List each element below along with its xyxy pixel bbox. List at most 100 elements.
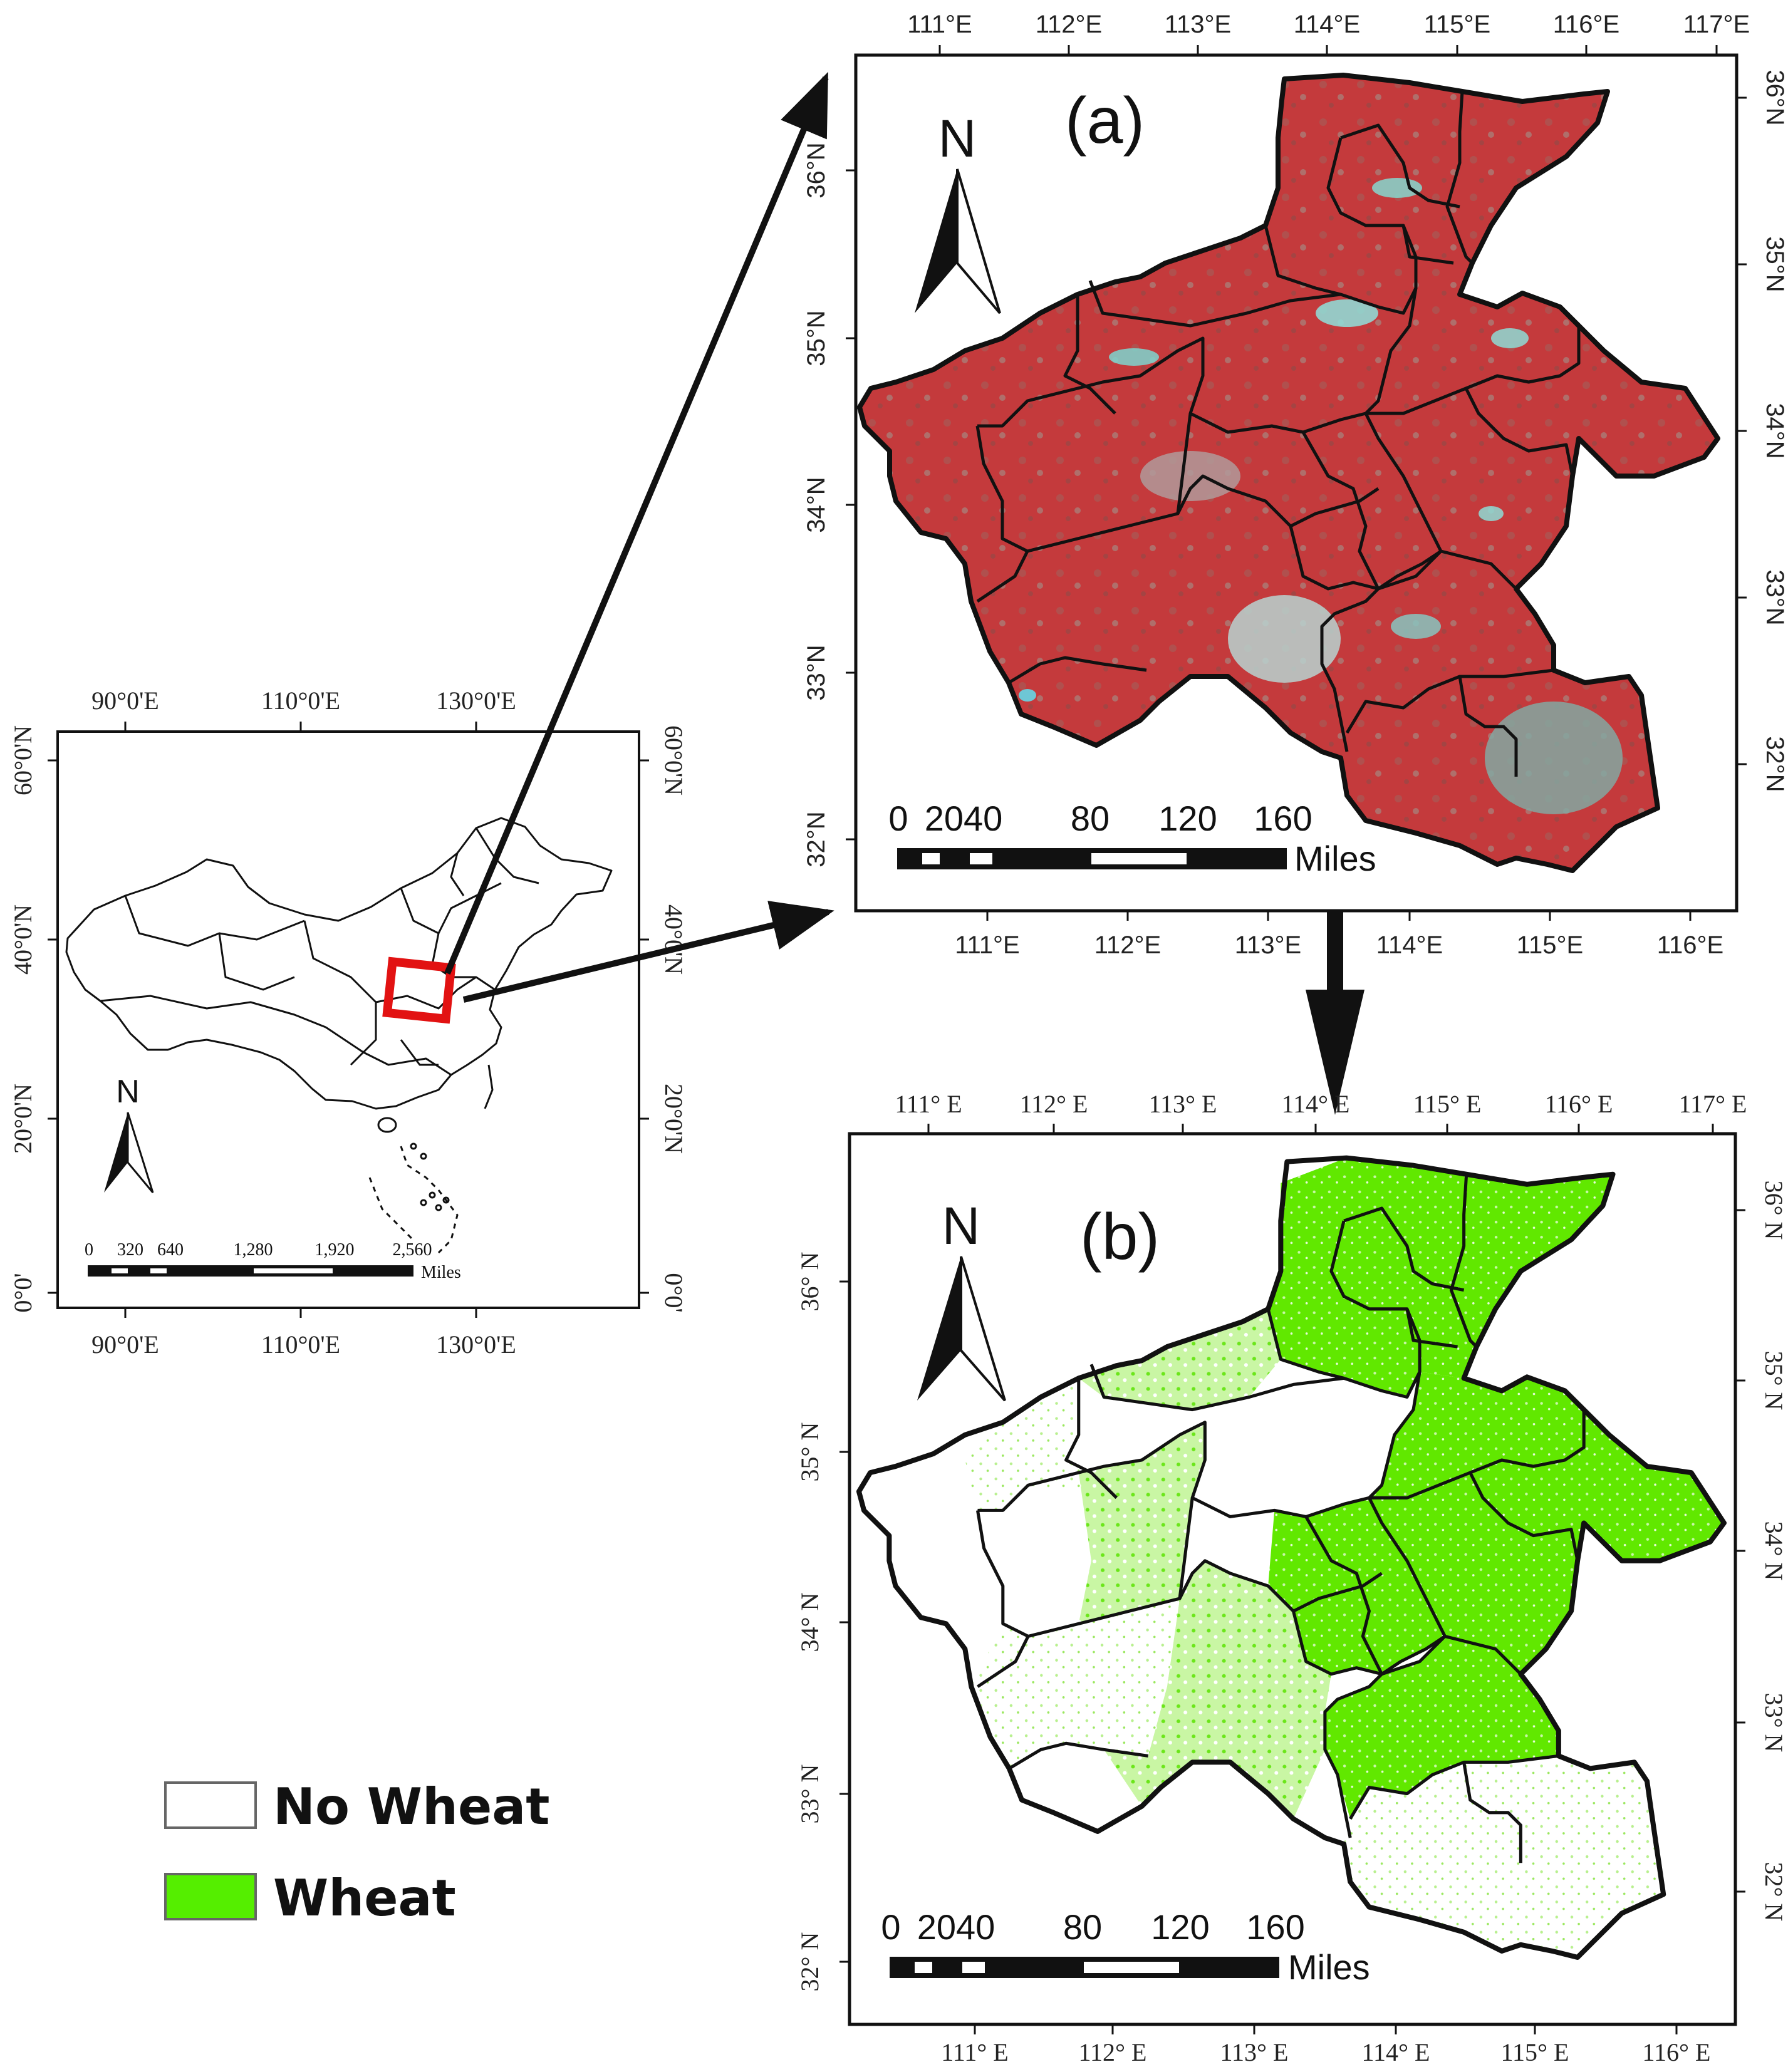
overview-scale-label: 2,560 <box>393 1240 432 1260</box>
overview-map: 90°0'E 110°0'E 130°0'E 90°0'E 110°0'E 13… <box>9 686 688 1359</box>
panel-b-left-tick: 33° N <box>796 1764 824 1824</box>
panel-a-top-tick: 116°E <box>1553 11 1619 38</box>
panel-a-scale-unit: Miles <box>1294 839 1376 878</box>
panel-b-left-tick: 32° N <box>796 1932 824 1992</box>
overview-scale-label: 0 <box>85 1240 93 1260</box>
panel-a-right-tick: 35°N <box>1761 236 1788 292</box>
panel-a-left-tick: 34°N <box>803 477 830 532</box>
panel-b-bottom-tick: 114° E <box>1362 2038 1430 2066</box>
panel-b-label: (b) <box>1080 1201 1160 1273</box>
overview-right-tick: 60°0'N <box>660 725 688 795</box>
overview-scale-label: 1,280 <box>234 1240 273 1260</box>
arrow-to-panel-a-bottom <box>462 901 834 1003</box>
panel-a-left-tick: 35°N <box>803 310 830 366</box>
overview-bottom-tick: 130°0'E <box>436 1330 516 1359</box>
arrow-to-panel-a-top <box>444 71 829 975</box>
panel-a-right-tick: 33°N <box>1761 569 1788 625</box>
panel-a-right-tick: 36°N <box>1761 70 1788 125</box>
overview-right-tick: 20°0'N <box>660 1084 688 1154</box>
panel-b-top-tick: 116° E <box>1545 1090 1613 1118</box>
panel-a-left-tick: 36°N <box>803 142 830 198</box>
connector-arrows <box>444 71 834 1003</box>
panel-b-top-tick: 117° E <box>1679 1090 1747 1118</box>
overview-top-tick: 110°0'E <box>261 686 340 715</box>
overview-north-arrow: N <box>104 1074 154 1193</box>
panel-b: 111° E 112° E 113° E 114° E 115° E 116° … <box>796 1090 1788 2066</box>
urban-patches <box>1019 178 1623 814</box>
china-outline <box>65 817 613 1110</box>
panel-a-scale-bar: 0 2040 80 120 160 Miles <box>888 799 1376 878</box>
panel-a-bottom-tick: 116°E <box>1657 931 1723 959</box>
panel-a-bottom-tick: 111°E <box>955 931 1019 959</box>
panel-b-bottom-tick: 113° E <box>1220 2038 1289 2066</box>
overview-scale-label: 1,920 <box>315 1240 355 1260</box>
legend: No Wheat Wheat <box>164 1778 549 1927</box>
panel-a-right-tick: 32°N <box>1761 736 1788 792</box>
panel-a-top-tick: 111°E <box>907 11 972 38</box>
panel-b-top-tick: 115° E <box>1413 1090 1482 1118</box>
panel-b-right-tick: 34° N <box>1760 1521 1788 1581</box>
islands <box>368 1064 494 1254</box>
panel-b-north-arrow: N <box>917 1196 1006 1402</box>
panel-a-scale-label: 160 <box>1254 799 1312 838</box>
panel-a-bottom-tick: 115°E <box>1517 931 1583 959</box>
panel-b-bottom-tick: 112° E <box>1079 2038 1147 2066</box>
legend-swatch-wheat <box>164 1873 257 1920</box>
panel-b-top-tick: 112° E <box>1020 1090 1088 1118</box>
panel-a-tick-marks <box>846 45 1747 921</box>
panel-b-top-tick: 111° E <box>895 1090 962 1118</box>
panel-b-right-tick: 33° N <box>1760 1693 1788 1753</box>
panel-b-bottom-tick: 111° E <box>941 2038 1008 2066</box>
panel-a-top-tick: 113°E <box>1165 11 1231 38</box>
overview-left-tick: 40°0'N <box>9 904 37 975</box>
panel-b-left-tick: 36° N <box>796 1252 824 1312</box>
prefecture-boundaries-a <box>975 91 1581 777</box>
panel-b-bottom-tick: 115° E <box>1501 2038 1569 2066</box>
panel-a-left-tick: 32°N <box>803 811 830 867</box>
panel-a-bottom-tick: 112°E <box>1094 931 1161 959</box>
panel-b-top-tick: 113° E <box>1149 1090 1217 1118</box>
panel-a-scale-label: 80 <box>1071 799 1110 838</box>
panel-b-right-tick: 35° N <box>1760 1351 1788 1411</box>
overview-scale-bar: 0 320 640 1,280 1,920 2,560 Miles <box>85 1240 461 1282</box>
panel-b-right-tick: 36° N <box>1760 1181 1788 1240</box>
overview-tick-marks <box>48 722 649 1318</box>
panel-a-top-tick: 115°E <box>1424 11 1490 38</box>
panel-a-top-tick: 117°E <box>1683 11 1750 38</box>
panel-a-bottom-tick: 114°E <box>1376 931 1443 959</box>
panel-b-scale-label: 80 <box>1063 1907 1102 1947</box>
henan-wheat-map <box>856 1155 1727 1960</box>
overview-top-tick: 130°0'E <box>436 686 516 715</box>
prefecture-boundaries-b <box>975 1174 1586 1863</box>
overview-right-tick: 0°0' <box>660 1273 688 1312</box>
panel-b-left-tick: 35° N <box>796 1422 824 1482</box>
panel-a: 111°E 112°E 113°E 114°E 115°E 116°E 117°… <box>803 11 1788 959</box>
panel-b-scale-label: 2040 <box>917 1907 995 1947</box>
overview-left-tick: 20°0'N <box>9 1084 37 1154</box>
overview-bottom-tick: 110°0'E <box>261 1330 340 1359</box>
panel-a-right-tick: 34°N <box>1761 403 1788 458</box>
panel-b-scale-label: 160 <box>1246 1907 1304 1947</box>
overview-bottom-tick: 90°0'E <box>91 1330 159 1359</box>
legend-swatch-no-wheat <box>164 1781 257 1829</box>
henan-false-color-map <box>857 73 1720 873</box>
panel-a-north-arrow: N <box>915 109 1001 314</box>
panel-b-left-tick: 34° N <box>796 1593 824 1652</box>
panel-b-scale-label: 0 <box>881 1907 900 1947</box>
panel-a-bottom-tick: 113°E <box>1235 931 1301 959</box>
panel-b-right-tick: 32° N <box>1760 1862 1788 1922</box>
legend-label-no-wheat: No Wheat <box>273 1778 549 1836</box>
overview-left-tick: 60°0'N <box>9 725 37 795</box>
panel-a-scale-label: 2040 <box>925 799 1003 838</box>
overview-right-tick: 40°0'N <box>660 904 688 975</box>
panel-b-scale-label: 120 <box>1151 1907 1209 1947</box>
panel-a-north-label: N <box>938 109 977 168</box>
panel-a-scale-label: 120 <box>1158 799 1217 838</box>
panel-a-scale-label: 0 <box>888 799 908 838</box>
overview-north-label: N <box>116 1074 140 1110</box>
panel-a-left-tick: 33°N <box>803 645 830 700</box>
overview-top-tick: 90°0'E <box>91 686 159 715</box>
overview-scale-label: 640 <box>157 1240 184 1260</box>
panel-b-north-label: N <box>942 1196 980 1255</box>
